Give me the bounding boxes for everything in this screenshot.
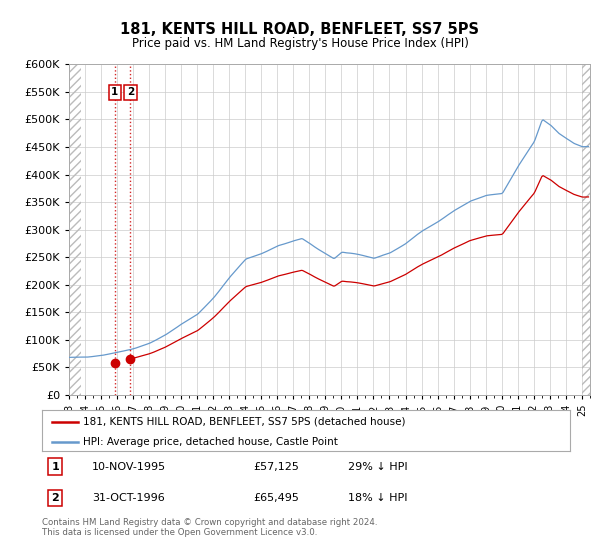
Text: 181, KENTS HILL ROAD, BENFLEET, SS7 5PS: 181, KENTS HILL ROAD, BENFLEET, SS7 5PS: [121, 22, 479, 38]
Text: 10-NOV-1995: 10-NOV-1995: [92, 461, 166, 472]
Text: 31-OCT-1996: 31-OCT-1996: [92, 493, 165, 503]
Text: £65,495: £65,495: [253, 493, 299, 503]
Text: Contains HM Land Registry data © Crown copyright and database right 2024.
This d: Contains HM Land Registry data © Crown c…: [42, 518, 377, 538]
Text: 1: 1: [52, 461, 59, 472]
Bar: [69, 64, 81, 395]
Text: 29% ↓ HPI: 29% ↓ HPI: [348, 461, 408, 472]
Text: £57,125: £57,125: [253, 461, 299, 472]
Text: 18% ↓ HPI: 18% ↓ HPI: [348, 493, 408, 503]
Text: HPI: Average price, detached house, Castle Point: HPI: Average price, detached house, Cast…: [83, 437, 338, 447]
Text: 181, KENTS HILL ROAD, BENFLEET, SS7 5PS (detached house): 181, KENTS HILL ROAD, BENFLEET, SS7 5PS …: [83, 417, 406, 427]
Bar: [582, 64, 590, 395]
Text: 2: 2: [52, 493, 59, 503]
Text: 1: 1: [111, 87, 118, 97]
Text: 2: 2: [127, 87, 134, 97]
Text: Price paid vs. HM Land Registry's House Price Index (HPI): Price paid vs. HM Land Registry's House …: [131, 37, 469, 50]
